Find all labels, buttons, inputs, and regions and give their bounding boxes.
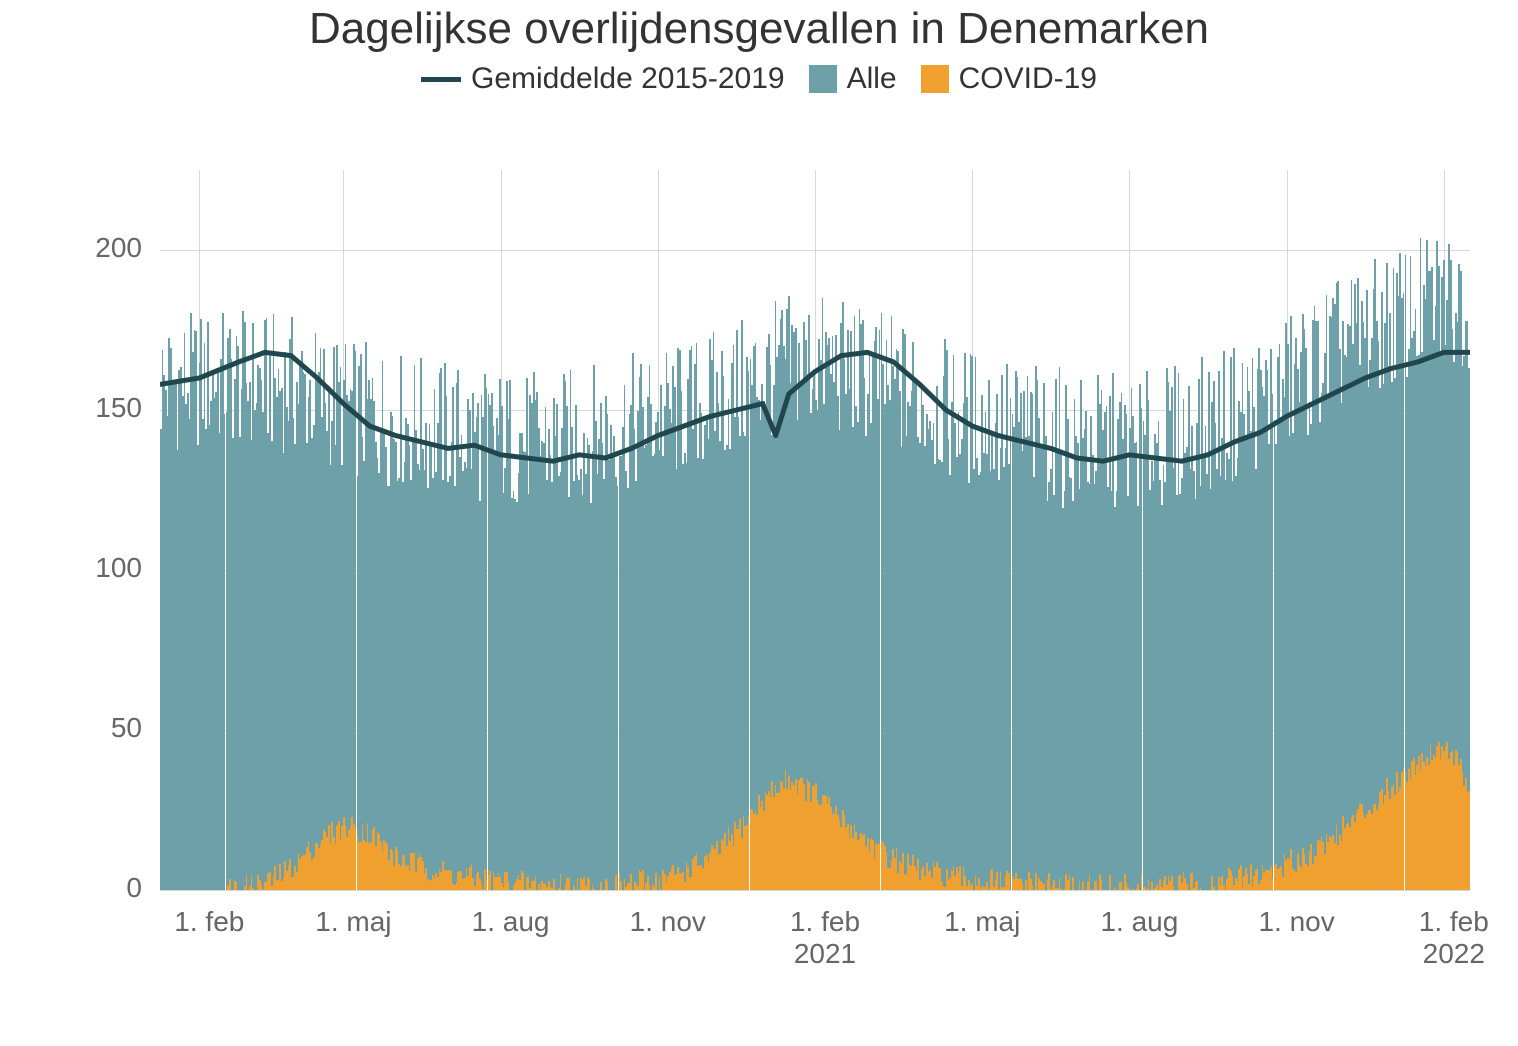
x-tick-label: 1. feb2022 <box>1394 906 1514 970</box>
x-tick-label: 1. feb <box>149 906 269 938</box>
y-tick-label: 100 <box>95 552 142 584</box>
x-tick-label: 1. feb2021 <box>765 906 885 970</box>
y-tick-label: 200 <box>95 232 142 264</box>
legend-swatch-icon <box>921 65 949 93</box>
bars-layer <box>160 170 1470 890</box>
bar-covid <box>1468 791 1470 890</box>
legend-item-covid: COVID-19 <box>921 62 1097 96</box>
x-tick-label: 1. aug <box>451 906 571 938</box>
legend-label-avg: Gemiddelde 2015-2019 <box>471 62 785 96</box>
legend-item-alle: Alle <box>809 62 897 96</box>
x-tick-label: 1. maj <box>293 906 413 938</box>
legend-label-alle: Alle <box>847 62 897 96</box>
y-tick-label: 0 <box>126 872 142 904</box>
legend-item-avg: Gemiddelde 2015-2019 <box>421 62 785 96</box>
legend: Gemiddelde 2015-2019 Alle COVID-19 <box>0 62 1518 96</box>
legend-label-covid: COVID-19 <box>959 62 1097 96</box>
plot-area: 0501001502001. feb1. maj1. aug1. nov1. f… <box>160 170 1470 890</box>
legend-line-icon <box>421 77 461 82</box>
gridline-y <box>160 890 1470 891</box>
x-tick-label: 1. nov <box>1237 906 1357 938</box>
x-tick-label: 1. aug <box>1079 906 1199 938</box>
y-tick-label: 150 <box>95 392 142 424</box>
chart-container: Dagelijkse overlijdensgevallen in Denema… <box>0 0 1518 1046</box>
y-tick-label: 50 <box>111 712 142 744</box>
x-tick-label: 1. nov <box>608 906 728 938</box>
legend-swatch-icon <box>809 65 837 93</box>
chart-title: Dagelijkse overlijdensgevallen in Denema… <box>0 0 1518 54</box>
x-tick-label: 1. maj <box>922 906 1042 938</box>
